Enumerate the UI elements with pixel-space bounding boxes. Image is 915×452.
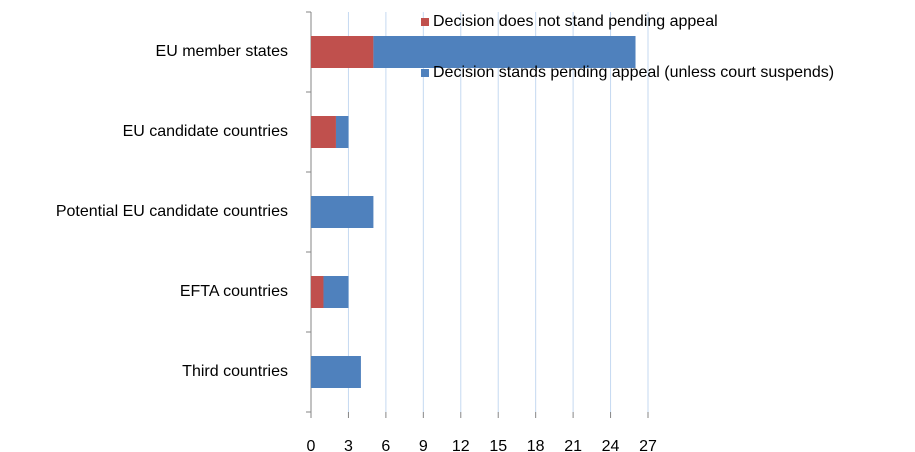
bar [335,116,349,148]
bar [311,356,361,388]
legend-label: Decision does not stand pending appeal [433,13,718,30]
x-tick-label: 27 [639,438,657,452]
bar [311,196,374,228]
x-tick-label: 12 [452,438,470,452]
x-tick-label: 3 [344,438,353,452]
y-tick-label: EFTA countries [180,283,288,300]
legend-swatch [421,18,429,26]
bar [373,36,636,68]
x-tick-label: 0 [307,438,316,452]
bar [323,276,349,308]
x-tick-label: 9 [419,438,428,452]
x-tick-label: 21 [564,438,582,452]
bar [311,116,336,148]
bar [311,36,374,68]
x-tick-label: 6 [381,438,390,452]
x-tick-label: 18 [527,438,545,452]
x-tick-label: 24 [602,438,620,452]
legend-swatch [421,69,429,77]
y-tick-label: Potential EU candidate countries [56,203,288,220]
y-tick-label: EU candidate countries [123,123,288,140]
x-tick-label: 15 [489,438,507,452]
legend-label: Decision stands pending appeal (unless c… [433,64,834,81]
bar [311,276,324,308]
y-tick-label: Third countries [182,363,288,380]
y-tick-label: EU member states [156,43,288,60]
